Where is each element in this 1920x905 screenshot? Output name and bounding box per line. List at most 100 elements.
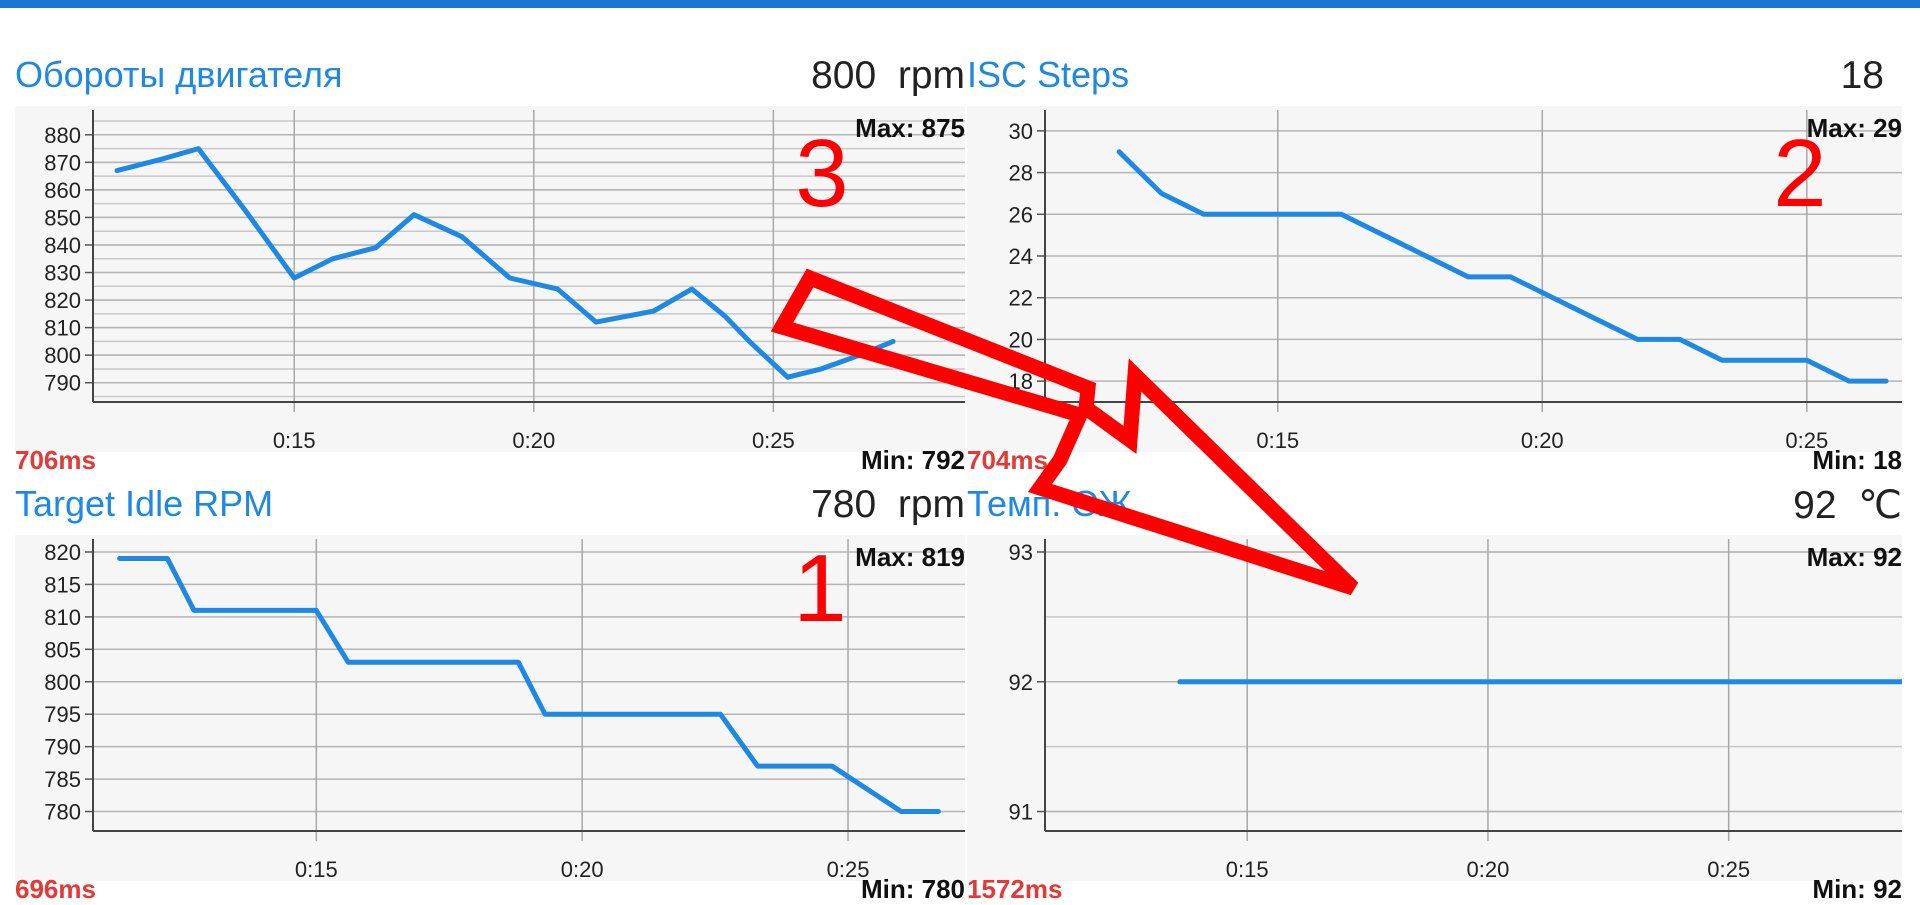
data-point [1720, 358, 1724, 362]
data-point [421, 660, 425, 664]
y-tick-label: 795 [44, 702, 81, 727]
x-tick-label: 0:20 [512, 428, 555, 452]
update-interval: 706ms [15, 445, 96, 475]
x-tick-label: 0:25 [827, 857, 870, 881]
data-point [277, 608, 281, 612]
x-tick-label: 0:25 [1785, 428, 1828, 452]
y-tick-label: 92 [1009, 670, 1033, 695]
x-tick-label: 0:25 [752, 428, 795, 452]
series-line [117, 556, 941, 814]
y-tick-label: 880 [44, 123, 81, 148]
y-tick-label: 26 [1009, 202, 1033, 227]
data-point [1382, 233, 1386, 237]
data-point [1847, 379, 1851, 383]
data-point [936, 810, 940, 814]
chart-area: 780 785 790 795 800 805 810 815 820 0:15 0:20 0:25 [15, 535, 965, 881]
data-point [1486, 680, 1490, 684]
x-tick-label: 0:25 [1707, 857, 1750, 881]
update-interval: 696ms [15, 874, 96, 904]
data-point [463, 660, 467, 664]
data-point [1884, 379, 1888, 383]
panel-title: ISC Steps [967, 54, 1130, 95]
value-number: 800 [811, 54, 877, 97]
max-label: Max: 875 [855, 113, 965, 143]
panel-coolant-temp[interactable]: Темп. ОЖ 92 ℃ 91 92 93 0:15 0:20 0:25 Max: 92… [967, 455, 1902, 904]
data-point [1297, 212, 1301, 216]
x-tick-label: 0:15 [273, 428, 316, 452]
value-unit: ℃ [1858, 484, 1902, 527]
data-point [718, 712, 722, 716]
x-tick-label: 0:15 [295, 857, 338, 881]
line-chart: 780 785 790 795 800 805 810 815 820 0:15 0:20 0:25 [44, 539, 965, 881]
data-point [1900, 680, 1902, 684]
y-tick-label: 800 [44, 670, 81, 695]
y-tick-label: 870 [44, 150, 81, 175]
data-point [346, 660, 350, 664]
y-tick-label: 810 [44, 605, 81, 630]
data-point [1678, 337, 1682, 341]
data-point [412, 213, 416, 217]
data-point [1679, 680, 1683, 684]
line-chart: 91 92 93 0:15 0:20 0:25 [1009, 539, 1902, 881]
data-point [244, 210, 248, 214]
data-point [1551, 296, 1555, 300]
update-interval: 1572ms [967, 874, 1063, 904]
max-label: Max: 819 [855, 542, 965, 572]
y-tick-label: 93 [1009, 540, 1033, 565]
top-app-bar [0, 0, 1920, 8]
data-point [1249, 212, 1253, 216]
data-point [756, 764, 760, 768]
data-point [1424, 254, 1428, 258]
data-point [1775, 680, 1779, 684]
data-point [1178, 680, 1182, 684]
x-tick-label: 0:20 [561, 857, 604, 881]
data-point [508, 276, 512, 280]
data-point [1509, 275, 1513, 279]
y-tick-label: 830 [44, 261, 81, 286]
y-tick-label: 22 [1009, 286, 1033, 311]
data-point [118, 556, 122, 560]
y-tick-label: 800 [44, 343, 81, 368]
line-chart: 18 20 22 24 26 28 30 0:15 0:20 0:25 [1009, 110, 1902, 452]
current-value: 92 ℃ [1793, 483, 1902, 528]
data-point [115, 169, 119, 173]
data-point [158, 158, 162, 162]
y-tick-label: 805 [44, 637, 81, 662]
data-point [165, 556, 169, 560]
data-point [723, 315, 727, 319]
data-point [292, 276, 296, 280]
data-point [192, 608, 196, 612]
y-tick-label: 785 [44, 767, 81, 792]
current-value: 18 [1841, 54, 1884, 98]
value-unit: rpm [897, 483, 965, 526]
y-tick-label: 20 [1009, 327, 1033, 352]
panel-target-idle-rpm[interactable]: Target Idle RPM 780 rpm 780 785 790 795 800 8… [15, 455, 965, 904]
x-tick-label: 0:20 [1521, 428, 1564, 452]
panel-engine-rpm[interactable]: Обороты двигателя 800 rpm 790 800 810 820 83… [15, 26, 965, 475]
data-point [899, 810, 903, 814]
data-point [516, 660, 520, 664]
max-label: Max: 29 [1806, 113, 1902, 143]
value-number: 18 [1840, 54, 1884, 97]
data-point [690, 287, 694, 291]
data-point [809, 764, 813, 768]
y-tick-label: 24 [1009, 244, 1033, 269]
data-point [786, 375, 790, 379]
data-point [196, 147, 200, 151]
x-tick-label: 0:20 [1467, 857, 1510, 881]
data-point [652, 309, 656, 313]
min-label: Min: 92 [1812, 874, 1902, 904]
panel-isc-steps[interactable]: ISC Steps 18 18 20 22 24 26 28 30 0:15 0:20 0:25 … [967, 26, 1902, 475]
chart-area: 790 800 810 820 830 840 850 860 870 880 0:15 0:20 0:… [15, 106, 965, 452]
data-point [891, 339, 895, 343]
y-tick-label: 780 [44, 800, 81, 825]
value-number: 780 [811, 483, 877, 526]
y-tick-label: 810 [44, 316, 81, 341]
data-point [543, 712, 547, 716]
y-tick-label: 790 [44, 371, 81, 396]
value-number: 92 [1793, 484, 1837, 527]
current-value: 800 rpm [811, 54, 965, 98]
data-point [331, 257, 335, 261]
y-tick-label: 860 [44, 178, 81, 203]
